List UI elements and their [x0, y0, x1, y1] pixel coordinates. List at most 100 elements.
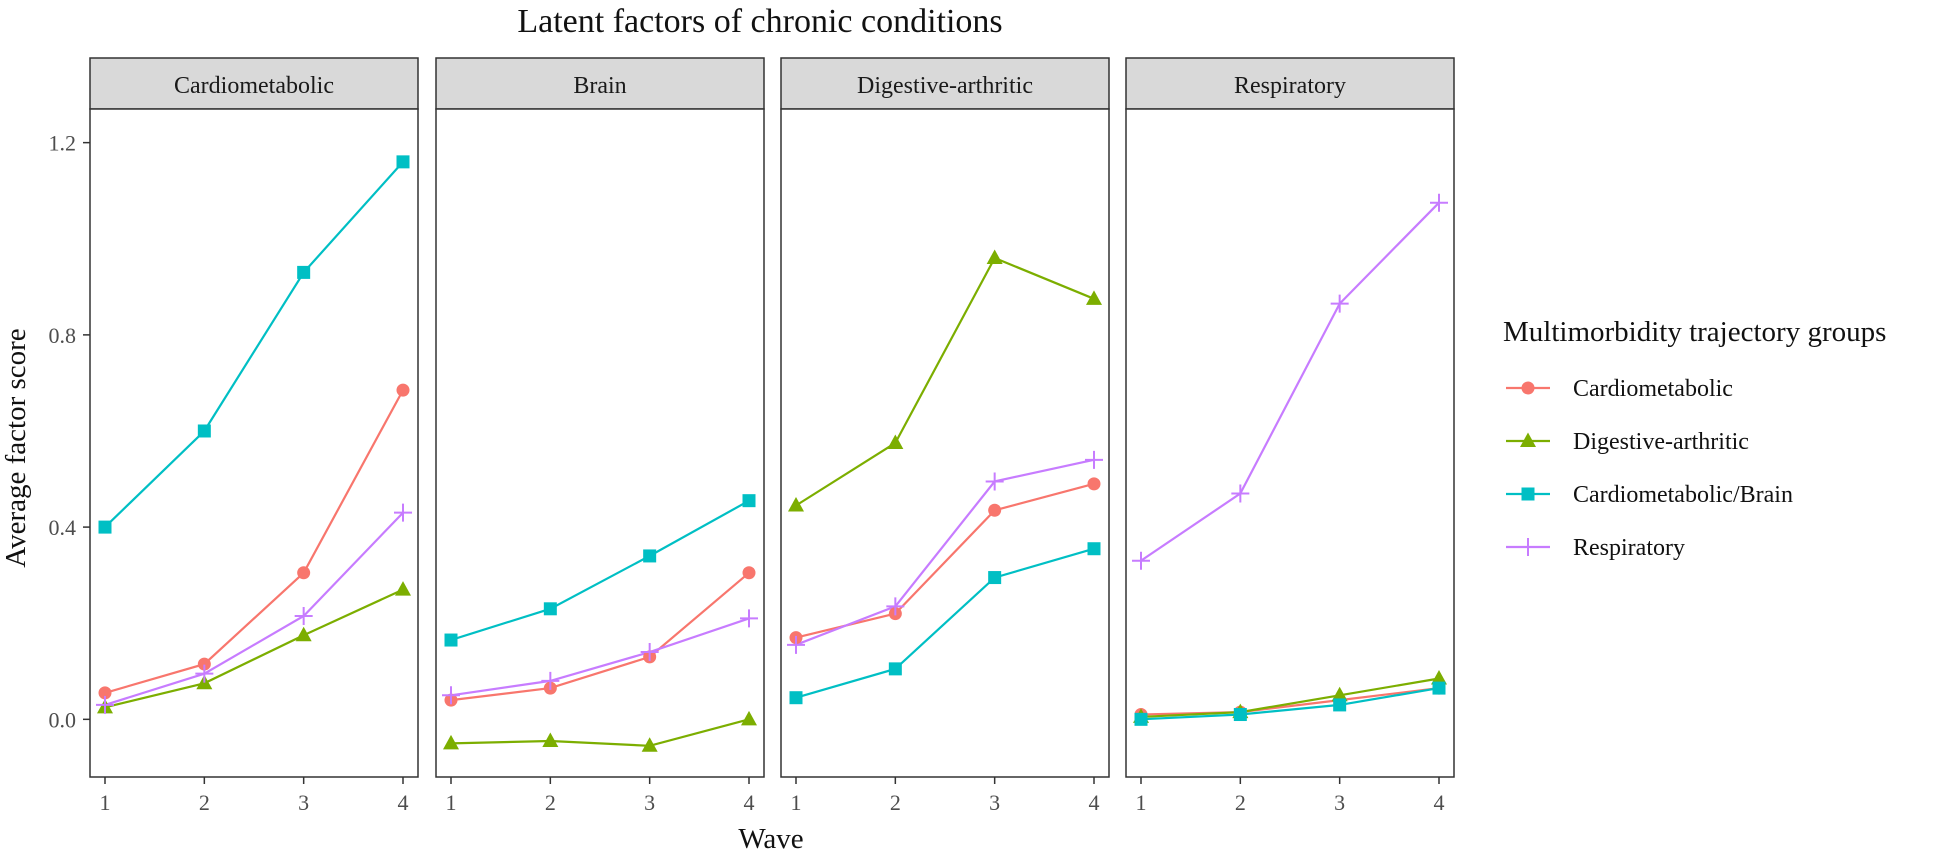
- data-point-cardiometabolic-brain: [1432, 681, 1446, 695]
- legend-label: Digestive-arthritic: [1573, 429, 1749, 455]
- series-line-respiratory: [1140, 201, 1440, 562]
- x-tick-label: 1: [791, 790, 802, 815]
- data-point-cardiometabolic-brain: [643, 549, 657, 563]
- series-line-digestive-arthritic: [1140, 677, 1440, 718]
- data-point-cardiometabolic-brain: [1333, 698, 1347, 712]
- strip-label: Brain: [573, 73, 626, 99]
- x-tick-label: 2: [545, 790, 556, 815]
- data-point-cardiometabolic-brain: [396, 155, 410, 169]
- data-point-digestive-arthritic: [295, 626, 312, 642]
- legend-item-cardiometabolic-brain: Cardiometabolic/Brain: [1506, 482, 1793, 508]
- data-point-digestive-arthritic: [641, 737, 658, 752]
- series-line-cardiometabolic: [1140, 687, 1440, 716]
- x-tick-label: 4: [1434, 790, 1445, 815]
- data-point-cardiometabolic-brain: [1087, 542, 1101, 556]
- data-point-cardiometabolic-brain: [444, 633, 458, 647]
- data-point-digestive-arthritic: [1331, 686, 1348, 702]
- data-point-cardiometabolic-brain: [543, 602, 557, 616]
- legend-label: Cardiometabolic/Brain: [1573, 482, 1793, 508]
- series-line-digestive-arthritic: [104, 588, 404, 709]
- data-point-respiratory: [640, 643, 659, 662]
- panel-brain: Brain 1 2 3 4: [435, 57, 765, 815]
- data-point-respiratory: [1231, 484, 1250, 503]
- y-tick-label: 1.2: [49, 131, 77, 156]
- data-point-cardiometabolic: [98, 686, 112, 700]
- panel-border: [1125, 108, 1455, 778]
- data-point-respiratory: [740, 609, 758, 628]
- data-point-respiratory: [294, 607, 313, 626]
- x-tick-label: 1: [446, 790, 457, 815]
- x-tick-label: 3: [989, 790, 1000, 815]
- x-tick-label: 3: [298, 790, 309, 815]
- panel-border: [435, 108, 765, 778]
- series-line-cardiometabolic: [450, 571, 750, 702]
- x-tick-label: 2: [199, 790, 210, 815]
- data-point-respiratory: [1132, 551, 1150, 570]
- y-tick-label: 0.0: [49, 707, 77, 732]
- data-point-digestive-arthritic: [542, 732, 559, 747]
- legend-label: Respiratory: [1573, 535, 1685, 561]
- data-point-digestive-arthritic: [1431, 669, 1447, 685]
- data-point-respiratory: [1330, 294, 1349, 313]
- panel-cardiometabolic: Cardiometabolic 1 2 3 4: [89, 57, 419, 815]
- strip-label: Cardiometabolic: [174, 73, 334, 99]
- data-point-cardiometabolic-brain: [742, 494, 756, 508]
- data-point-digestive-arthritic: [741, 710, 757, 726]
- data-point-cardiometabolic-brain: [98, 520, 112, 534]
- data-point-respiratory: [442, 686, 460, 705]
- x-tick-label: 3: [1334, 790, 1345, 815]
- series-line-cardiometabolic-brain: [104, 161, 404, 528]
- x-tick-label: 3: [644, 790, 655, 815]
- legend-key-marker: [1521, 487, 1535, 501]
- x-tick-label: 4: [1089, 790, 1100, 815]
- series-line-digestive-arthritic: [450, 718, 750, 747]
- x-tick-label: 1: [100, 790, 111, 815]
- series-line-cardiometabolic-brain: [450, 499, 750, 642]
- legend-key-marker: [1521, 381, 1535, 395]
- y-axis-label: Average factor score: [0, 328, 32, 567]
- data-point-digestive-arthritic: [986, 249, 1003, 264]
- strip-background: [89, 57, 419, 110]
- series-line-cardiometabolic-brain: [795, 547, 1095, 699]
- data-point-respiratory: [96, 695, 114, 714]
- data-point-respiratory: [985, 472, 1004, 491]
- panel-border: [89, 108, 419, 778]
- y-tick-label: 0.8: [49, 323, 77, 348]
- data-point-cardiometabolic: [396, 383, 410, 397]
- data-point-cardiometabolic-brain: [789, 691, 803, 705]
- legend: Multimorbidity trajectory groups Cardiom…: [1503, 316, 1886, 561]
- legend-title: Multimorbidity trajectory groups: [1503, 316, 1886, 348]
- series-line-cardiometabolic: [104, 389, 404, 694]
- data-point-cardiometabolic-brain: [888, 662, 902, 676]
- panel-border: [780, 108, 1110, 778]
- legend-key-marker: [1519, 538, 1537, 556]
- data-point-respiratory: [787, 635, 805, 654]
- data-point-digestive-arthritic: [788, 496, 804, 512]
- legend-items: Cardiometabolic Digestive-arthritic Cardio…: [1506, 376, 1793, 561]
- series-line-respiratory: [104, 511, 404, 706]
- x-tick-label: 2: [890, 790, 901, 815]
- legend-item-digestive-arthritic: Digestive-arthritic: [1506, 429, 1749, 455]
- data-point-respiratory: [1430, 193, 1448, 212]
- legend-item-cardiometabolic: Cardiometabolic: [1506, 376, 1733, 402]
- data-point-cardiometabolic-brain: [297, 265, 311, 279]
- data-point-cardiometabolic-brain: [1134, 712, 1148, 726]
- y-axis: 0.0 0.4 0.8 1.2: [49, 131, 90, 732]
- strip-background: [780, 57, 1110, 110]
- series-line-respiratory: [795, 458, 1095, 646]
- data-point-cardiometabolic: [988, 503, 1002, 517]
- data-point-respiratory: [541, 671, 560, 690]
- data-point-digestive-arthritic: [395, 581, 411, 596]
- data-point-cardiometabolic: [742, 566, 756, 580]
- legend-key-marker: [1520, 432, 1536, 447]
- data-point-digestive-arthritic: [1086, 290, 1102, 305]
- data-point-cardiometabolic: [1087, 477, 1101, 491]
- series-line-cardiometabolic-brain: [1140, 687, 1440, 721]
- data-point-respiratory: [195, 664, 214, 683]
- x-tick-label: 2: [1235, 790, 1246, 815]
- data-point-cardiometabolic-brain: [1233, 708, 1247, 722]
- data-point-respiratory: [1085, 450, 1103, 469]
- data-point-cardiometabolic: [297, 566, 311, 580]
- strip-label: Respiratory: [1234, 73, 1346, 99]
- strip-background: [435, 57, 765, 110]
